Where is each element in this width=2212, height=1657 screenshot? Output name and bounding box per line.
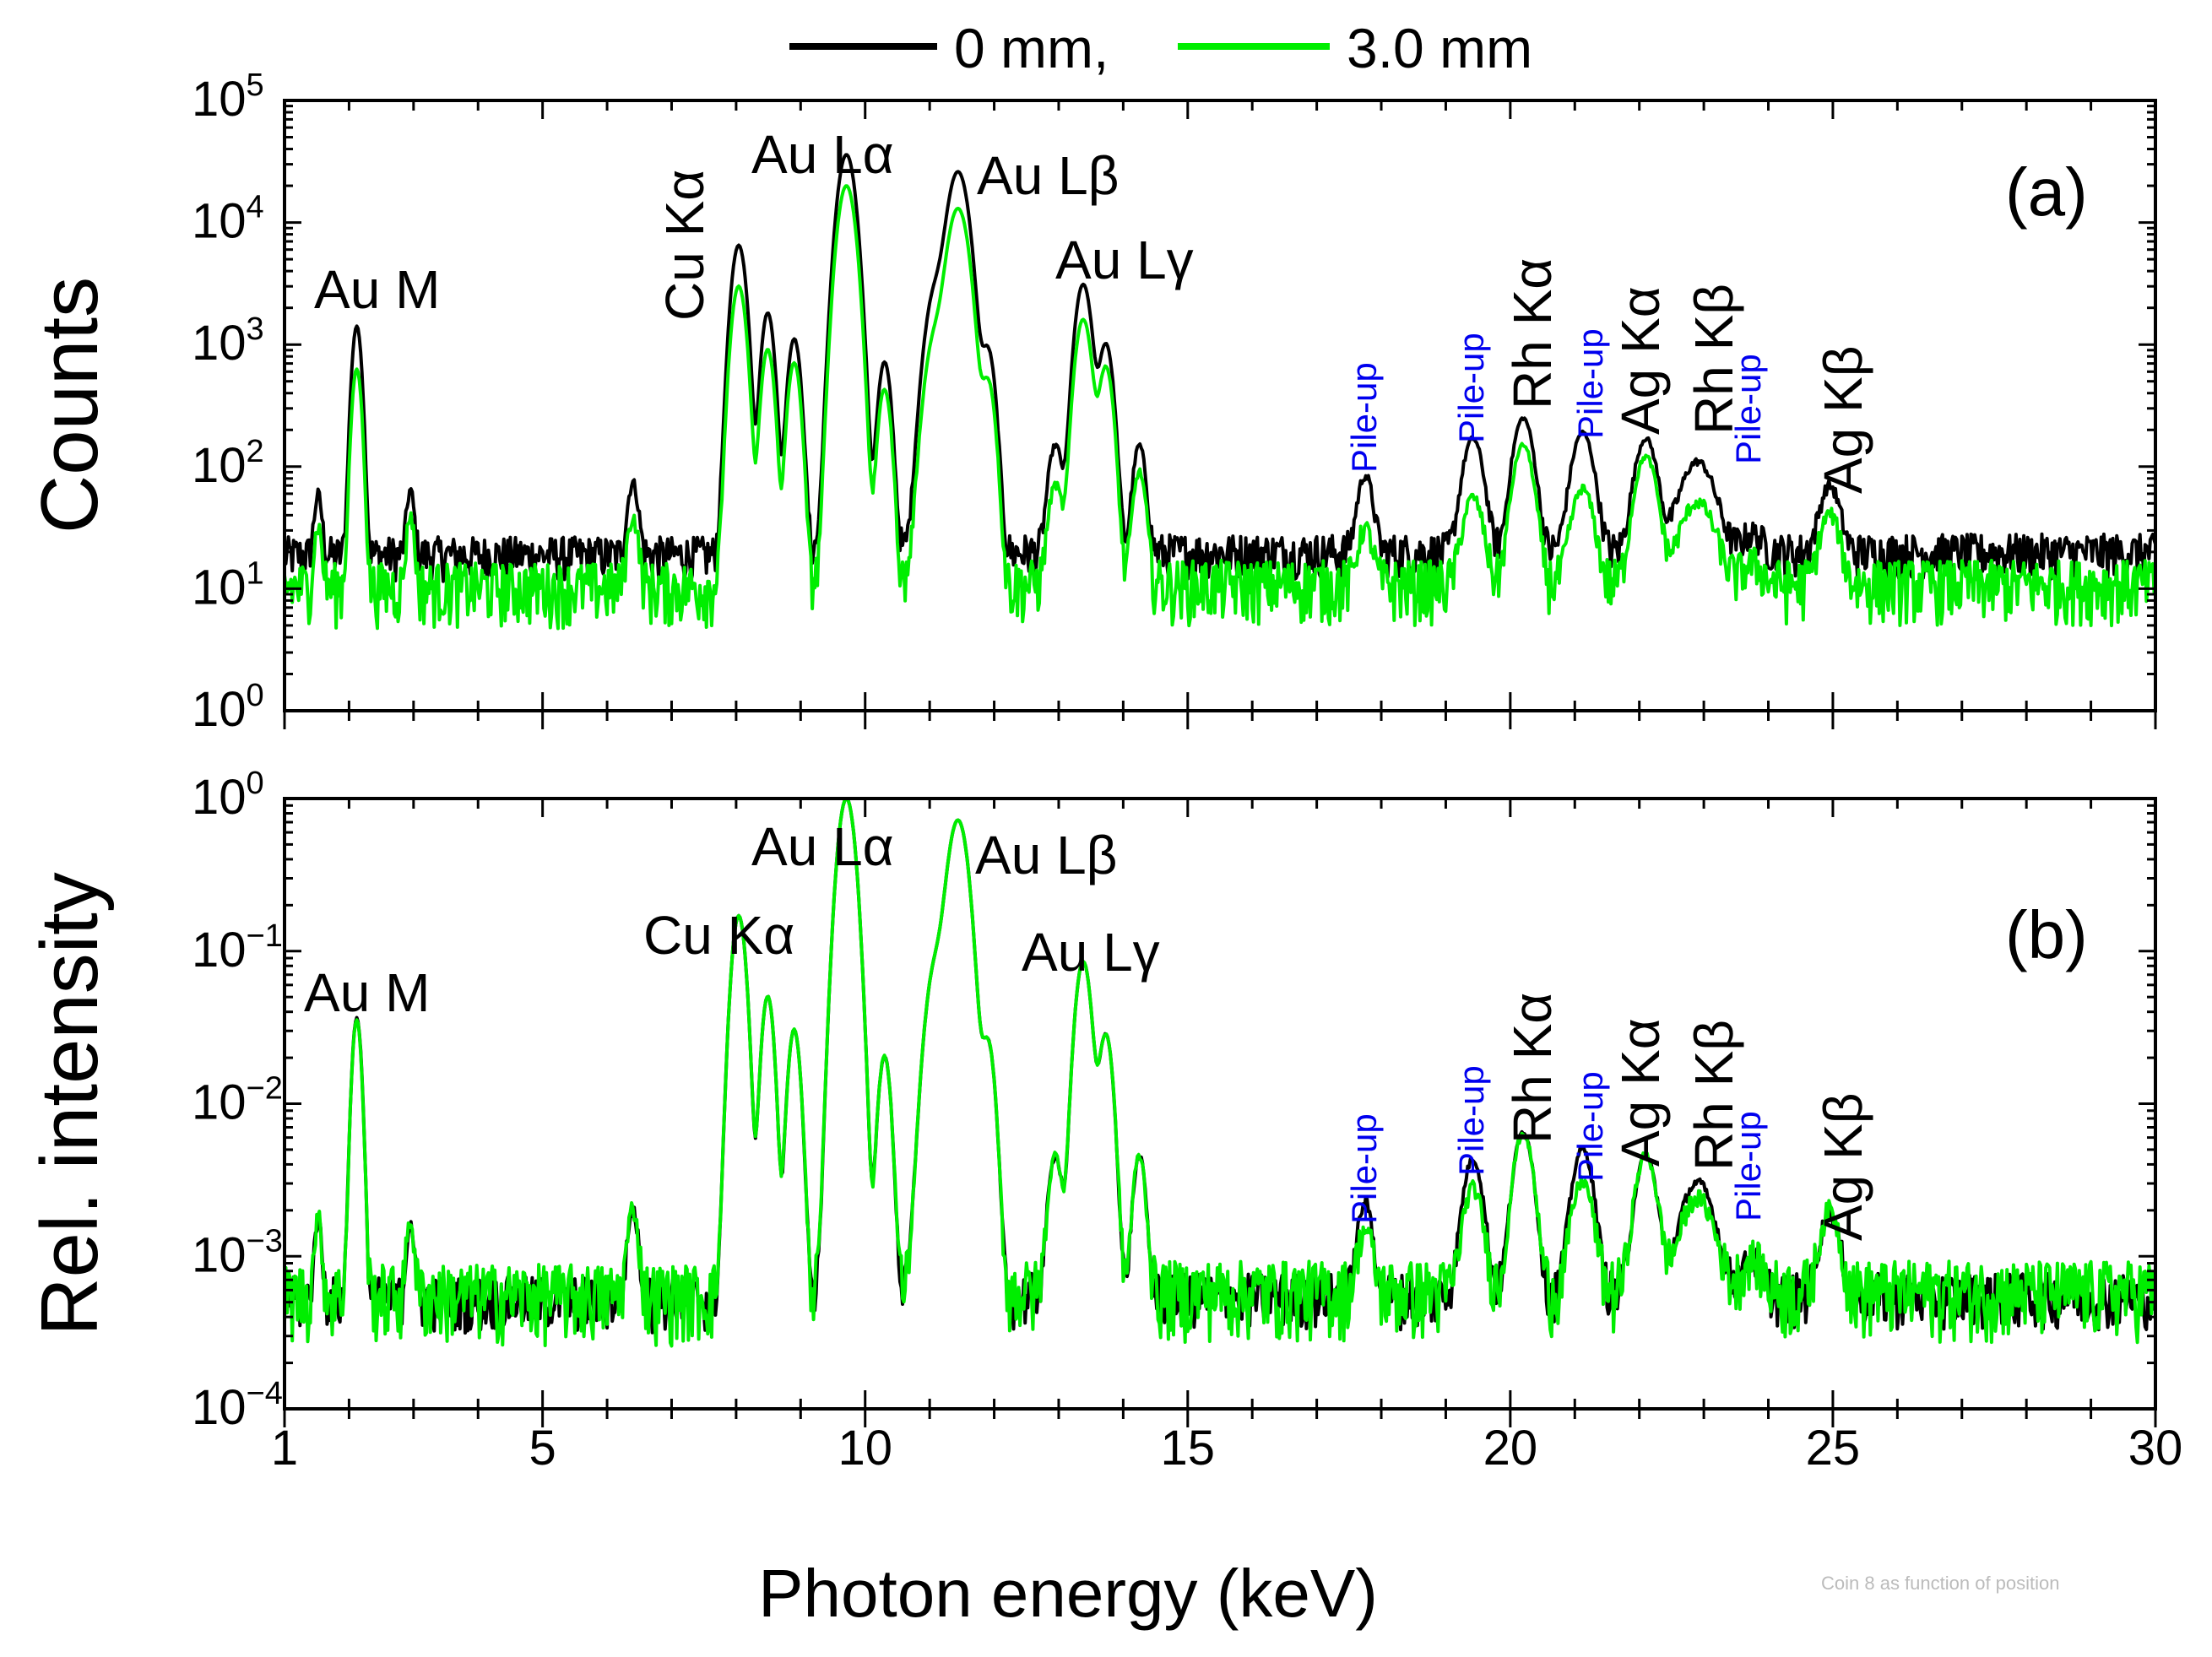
y-tick-label: 10−2 bbox=[192, 1071, 283, 1130]
annot-a-au-m: Au M bbox=[314, 259, 440, 320]
annot-a-pileup-3: Pile-up bbox=[1570, 328, 1610, 439]
panel-b-x-ticks bbox=[283, 799, 2157, 1427]
panel-b-y-ticks: 10−4 10−3 10−2 10−1 100 bbox=[192, 766, 2155, 1435]
annot-b-pileup-1: Pile-up bbox=[1344, 1113, 1384, 1224]
panel-b: 10−4 10−3 10−2 10−1 100 Rel. intensity (b) A… bbox=[24, 766, 2157, 1435]
y-tick-label: 10−1 bbox=[192, 918, 283, 977]
credit-text: Coin 8 as function of position bbox=[1821, 1573, 2060, 1594]
panel-b-curves bbox=[283, 797, 2157, 1348]
y-tick-label: 103 bbox=[192, 311, 264, 371]
annot-b-ag-ka: Ag Kα bbox=[1610, 1018, 1671, 1167]
annot-b-au-lb: Au Lβ bbox=[975, 825, 1117, 885]
y-tick-label: 10−3 bbox=[192, 1223, 283, 1282]
panel-b-ylabel: Rel. intensity bbox=[24, 872, 115, 1336]
series-0mm-panel-a bbox=[283, 153, 2157, 583]
x-tick-label: 15 bbox=[1161, 1421, 1216, 1476]
annot-b-pileup-4: Pile-up bbox=[1728, 1111, 1768, 1221]
legend-label-3mm: 3.0 mm bbox=[1347, 17, 1532, 79]
annot-a-ag-kb: Ag Kβ bbox=[1813, 345, 1873, 494]
panel-a-frame bbox=[283, 99, 2157, 712]
panel-a-x-ticks bbox=[283, 100, 2157, 729]
annot-b-au-m: Au M bbox=[304, 962, 430, 1023]
annot-b-cu-ka: Cu Kα bbox=[643, 905, 794, 966]
annot-a-au-la: Au Lα bbox=[751, 124, 894, 185]
annot-b-pileup-3: Pile-up bbox=[1570, 1071, 1610, 1182]
y-tick-label: 100 bbox=[192, 678, 264, 737]
annot-b-rh-ka: Rh Kα bbox=[1502, 993, 1563, 1144]
x-tick-label: 1 bbox=[271, 1421, 298, 1476]
annot-b-pileup-2: Pile-up bbox=[1451, 1065, 1491, 1176]
annot-b-au-lg: Au Lγ bbox=[1022, 922, 1160, 983]
y-tick-label: 101 bbox=[192, 555, 264, 615]
x-tick-label: 30 bbox=[2128, 1421, 2183, 1476]
y-tick-label: 102 bbox=[192, 434, 264, 493]
panel-a-ylabel: Counts bbox=[24, 277, 115, 533]
annot-a-au-lb: Au Lβ bbox=[977, 145, 1119, 206]
panel-a-curves bbox=[283, 153, 2157, 631]
annot-a-pileup-2: Pile-up bbox=[1451, 333, 1491, 443]
x-tick-label: 25 bbox=[1806, 1421, 1861, 1476]
y-tick-label: 104 bbox=[192, 190, 264, 249]
annot-a-pileup-4: Pile-up bbox=[1728, 354, 1768, 464]
annot-a-cu-ka: Cu Kα bbox=[654, 170, 715, 321]
annot-b-ag-kb: Ag Kβ bbox=[1813, 1092, 1873, 1241]
annot-a-pileup-1: Pile-up bbox=[1344, 362, 1384, 473]
annot-a-au-lg: Au Lγ bbox=[1055, 230, 1194, 290]
annot-a-rh-kb: Rh Kβ bbox=[1683, 284, 1744, 435]
annot-a-rh-ka: Rh Kα bbox=[1502, 258, 1563, 409]
annot-b-au-la: Au Lα bbox=[751, 816, 894, 877]
y-tick-label: 100 bbox=[192, 766, 264, 825]
series-0mm-panel-b bbox=[283, 797, 2157, 1335]
series-3mm-panel-b bbox=[283, 797, 2157, 1348]
panel-a-y-ticks: 100 101 102 103 104 105 bbox=[192, 68, 2155, 737]
annot-a-ag-ka: Ag Kα bbox=[1610, 286, 1671, 435]
y-tick-label: 10−4 bbox=[192, 1376, 283, 1435]
x-tick-label: 20 bbox=[1483, 1421, 1538, 1476]
annot-b-rh-kb: Rh Kβ bbox=[1683, 1020, 1744, 1171]
legend-label-0mm: 0 mm, bbox=[954, 17, 1109, 79]
x-tick-label: 5 bbox=[529, 1421, 556, 1476]
x-tick-labels: 1 5 10 15 20 25 30 bbox=[271, 1421, 2182, 1476]
x-tick-label: 10 bbox=[838, 1421, 892, 1476]
y-tick-label: 105 bbox=[192, 68, 264, 127]
series-3mm-panel-a bbox=[283, 184, 2157, 631]
legend: 0 mm, 3.0 mm bbox=[789, 17, 1532, 79]
x-axis-label: Photon energy (keV) bbox=[758, 1556, 1378, 1631]
panel-a: 100 101 102 103 104 105 Counts (a) Au M Cu Kα… bbox=[24, 68, 2157, 737]
panel-b-label: (b) bbox=[2005, 897, 2088, 972]
panel-a-label: (a) bbox=[2005, 154, 2088, 230]
